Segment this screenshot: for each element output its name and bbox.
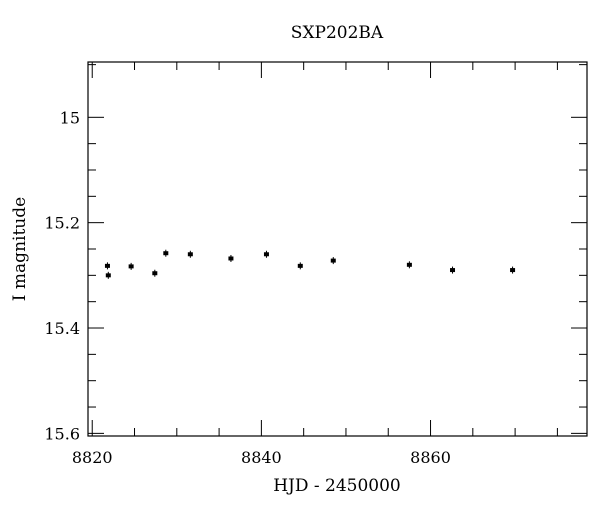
data-point xyxy=(263,252,269,257)
x-axis-label: HJD - 2450000 xyxy=(273,476,401,496)
data-point xyxy=(104,263,110,268)
y-tick-label: 15.4 xyxy=(44,319,80,338)
data-points xyxy=(104,249,516,279)
data-point xyxy=(187,252,193,257)
data-point xyxy=(330,258,336,263)
data-point xyxy=(450,268,456,273)
data-point xyxy=(163,251,169,256)
data-point xyxy=(406,262,412,267)
data-point xyxy=(128,264,134,269)
plot-frame xyxy=(87,61,588,437)
data-point xyxy=(510,268,516,273)
axis-ticks xyxy=(88,62,587,436)
chart-title: SXP202BA xyxy=(291,23,384,43)
data-point xyxy=(228,256,234,261)
y-tick-label: 15.6 xyxy=(44,424,80,443)
x-tick-label: 8820 xyxy=(72,448,113,467)
data-point xyxy=(297,263,303,268)
x-tick-label: 8860 xyxy=(410,448,451,467)
data-point xyxy=(152,271,158,276)
y-axis-label: I magnitude xyxy=(10,197,30,301)
tick-labels: 8820 8840 8860 15 15.2 15.4 15.6 xyxy=(44,108,451,467)
x-tick-label: 8840 xyxy=(241,448,282,467)
y-tick-label: 15 xyxy=(60,108,80,127)
y-tick-label: 15.2 xyxy=(44,214,80,233)
data-point xyxy=(105,273,111,278)
